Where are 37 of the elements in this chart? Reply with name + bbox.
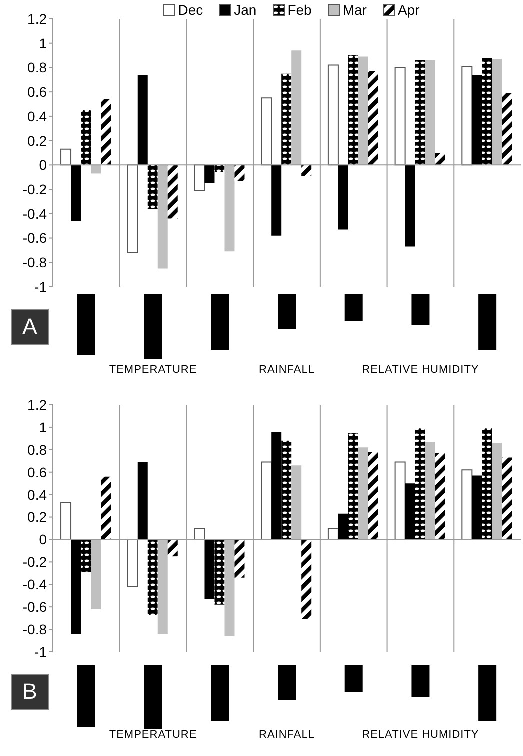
y-tick-label: -1 [34,278,48,295]
y-tick-label: 1.2 [28,10,48,27]
legend-label: Apr [398,2,420,18]
y-tick-label: 1 [39,35,48,52]
y-tick-label: 0.8 [28,442,48,458]
y-tick-label: 0.4 [28,486,48,503]
y-tick-label: -0.2 [22,182,48,198]
y-tick-label: 0.2 [28,509,48,526]
y-tick-label: -1 [34,644,48,660]
y-tick-label: 0.6 [28,464,48,480]
y-tick-label: 0.4 [28,108,48,124]
y-tick-label: 0.6 [28,84,48,100]
y-tick-label: 1 [39,419,48,436]
y-tick-label: -0.4 [22,206,48,222]
x-tick-label: RELATIVE HUMIDITY [362,364,480,376]
text: B [11,674,49,710]
y-tick-label: 0.2 [28,132,48,149]
y-tick-label: -0.8 [22,622,48,638]
legend-label: Dec [178,2,204,18]
y-tick-label: -0.2 [22,554,48,570]
y-tick-label: -0.6 [22,599,48,616]
text: A [11,309,49,345]
y-tick-label: 0 [39,157,48,174]
y-tick-label: -0.8 [22,254,48,271]
x-tick-label: RAINFALL [259,364,315,376]
y-tick-label: 0.8 [28,60,48,76]
x-tick-label: RAINFALL [259,729,315,741]
x-tick-label: RELATIVE HUMIDITY [362,729,480,741]
y-tick-label: -0.6 [22,230,48,246]
x-tick-label: TEMPERATURE [109,729,198,741]
y-tick-label: 0 [39,532,48,548]
legend-label: Jan [234,2,257,18]
legend-label: Mar [342,2,367,18]
y-tick-label: -0.4 [22,576,48,593]
y-tick-label: 1.2 [28,396,48,413]
legend-label: Feb [288,2,312,18]
x-tick-label: TEMPERATURE [109,364,198,376]
